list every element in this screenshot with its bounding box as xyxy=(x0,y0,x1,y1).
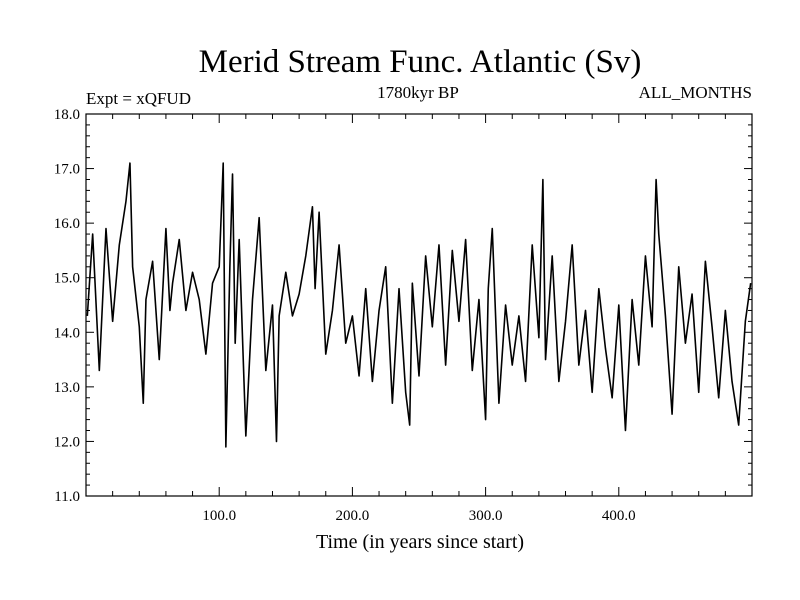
x-axis-label: Time (in years since start) xyxy=(316,531,524,553)
y-tick-label: 12.0 xyxy=(54,434,80,450)
x-tick-label: 400.0 xyxy=(602,508,636,524)
x-tick-label: 200.0 xyxy=(336,508,370,524)
months-label: ALL_MONTHS xyxy=(639,83,752,102)
series-line xyxy=(86,162,752,448)
plot-frame xyxy=(85,113,753,497)
y-tick-label: 11.0 xyxy=(54,489,80,505)
chart-title: Merid Stream Func. Atlantic (Sv) xyxy=(199,44,642,80)
y-tick-label: 15.0 xyxy=(54,271,80,287)
x-axis: 100.0 200.0 300.0 400.0 xyxy=(112,114,726,524)
plot-area xyxy=(86,162,752,448)
x-tick-label: 300.0 xyxy=(469,508,503,524)
y-tick-label: 16.0 xyxy=(54,216,80,232)
period-label: 1780kyr BP xyxy=(377,83,459,102)
y-axis: 11.0 12.0 13.0 14.0 15.0 16.0 17.0 18.0 xyxy=(54,107,752,505)
experiment-label: Expt = xQFUD xyxy=(86,89,191,108)
y-tick-label: 13.0 xyxy=(54,380,80,396)
y-tick-label: 18.0 xyxy=(54,107,80,123)
x-tick-label: 100.0 xyxy=(202,508,236,524)
y-tick-label: 17.0 xyxy=(54,162,80,178)
y-tick-label: 14.0 xyxy=(54,325,80,341)
